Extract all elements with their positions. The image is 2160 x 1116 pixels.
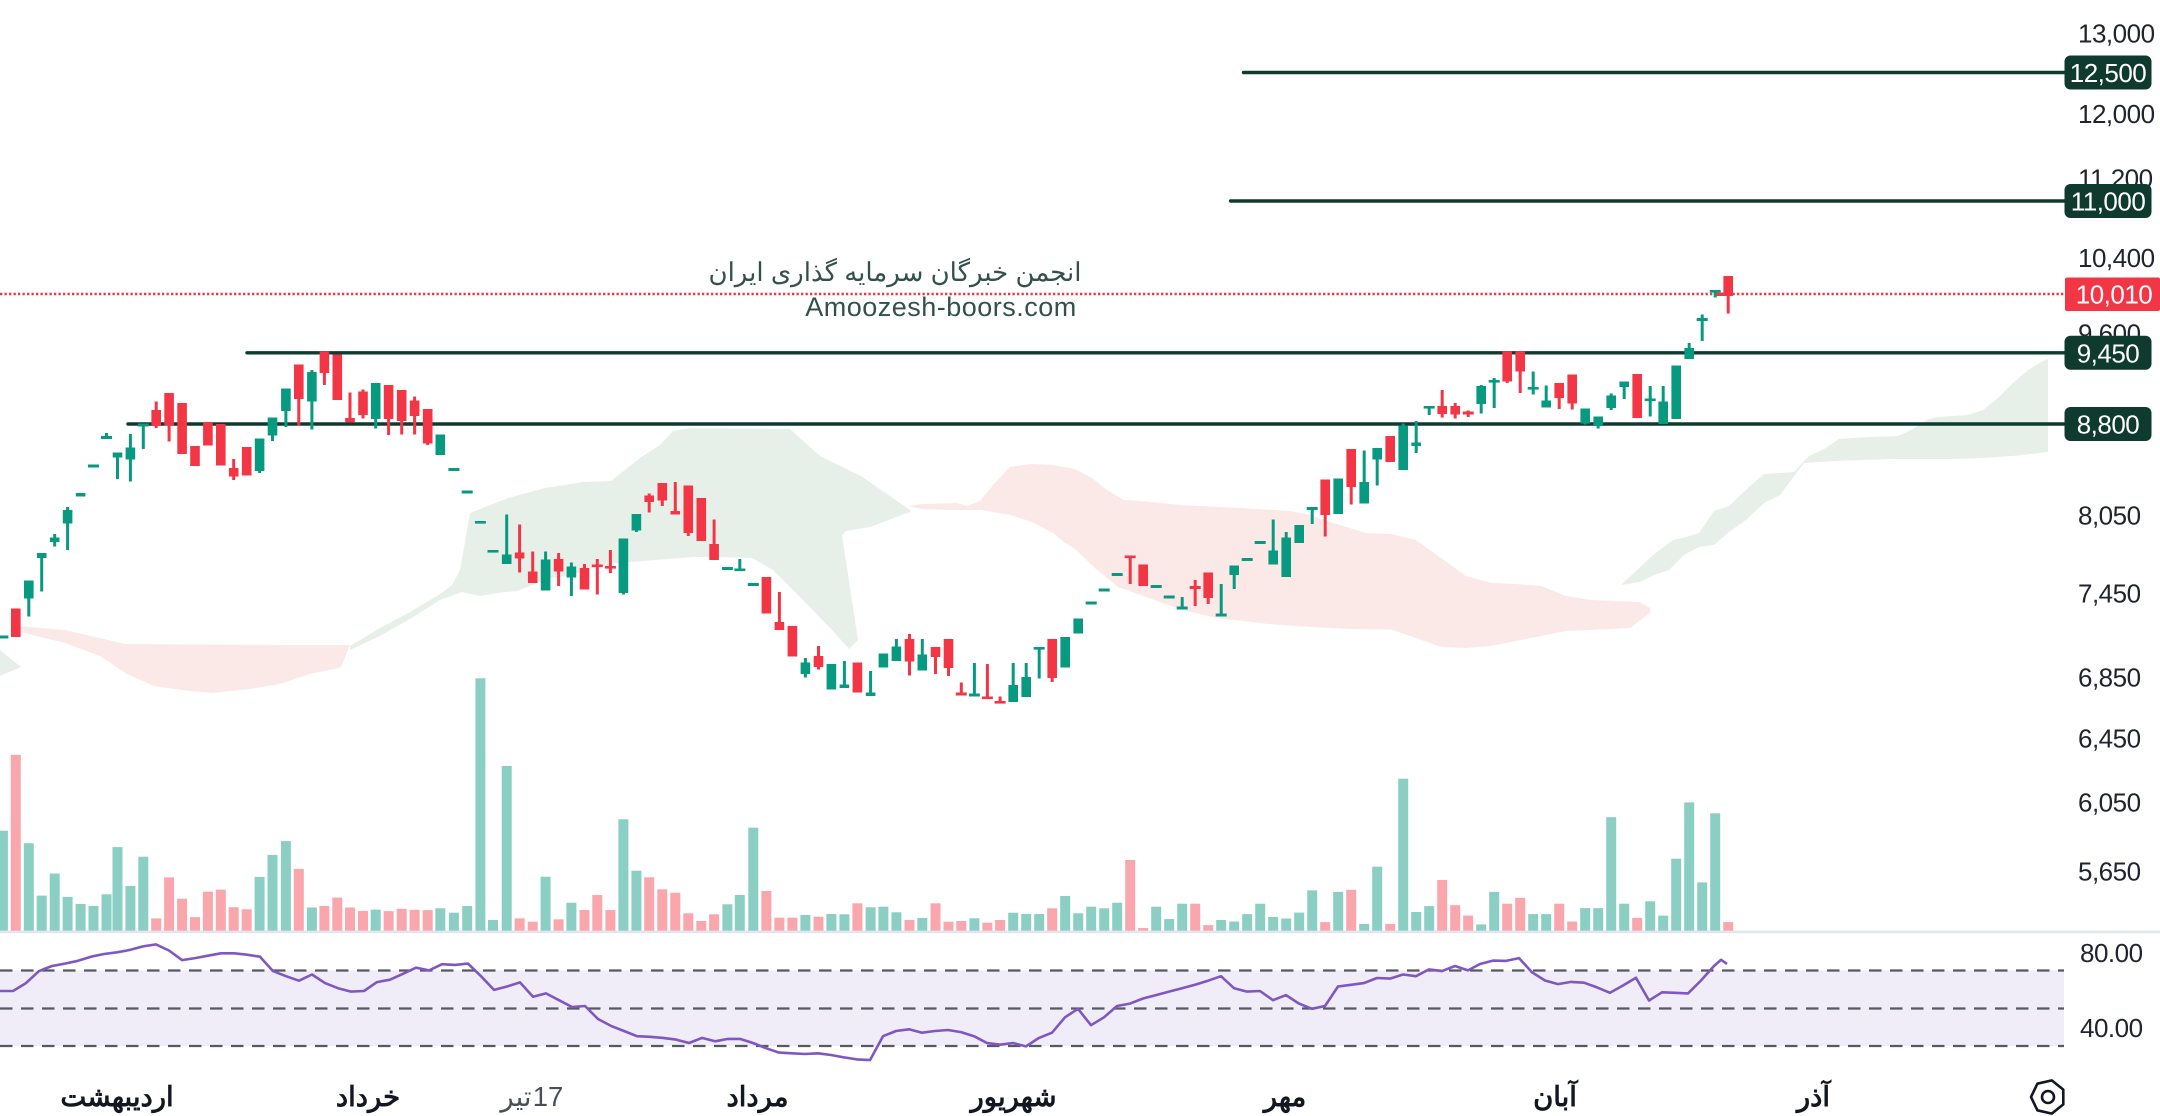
- svg-text:7,450: 7,450: [2078, 579, 2141, 609]
- svg-text:80.00: 80.00: [2080, 938, 2143, 968]
- svg-text:10,400: 10,400: [2078, 243, 2155, 273]
- svg-text:8,800: 8,800: [2077, 410, 2140, 440]
- svg-text:اردیبهشت: اردیبهشت: [60, 1081, 173, 1114]
- svg-text:تیر: تیر: [498, 1081, 531, 1113]
- svg-text:5,650: 5,650: [2078, 857, 2141, 887]
- svg-text:Amoozesh-boors.com: Amoozesh-boors.com: [805, 292, 1077, 322]
- svg-text:انجمن خبرگان سرمایه گذاری ایرا: انجمن خبرگان سرمایه گذاری ایران: [708, 257, 1081, 288]
- svg-text:12,500: 12,500: [2070, 58, 2147, 88]
- svg-text:مرداد: مرداد: [726, 1081, 788, 1114]
- svg-text:آذر: آذر: [1795, 1078, 1833, 1114]
- svg-text:11,000: 11,000: [2071, 187, 2146, 217]
- svg-text:10,010: 10,010: [2076, 280, 2153, 310]
- svg-text:6,850: 6,850: [2078, 663, 2141, 693]
- svg-text:13,000: 13,000: [2078, 19, 2155, 49]
- svg-text:9,450: 9,450: [2077, 338, 2140, 368]
- svg-text:مهر: مهر: [1262, 1081, 1307, 1114]
- svg-text:آبان: آبان: [1533, 1078, 1579, 1112]
- svg-text:8,050: 8,050: [2078, 501, 2141, 531]
- svg-text:12,000: 12,000: [2078, 99, 2155, 129]
- svg-text:شهریور: شهریور: [968, 1081, 1056, 1114]
- svg-text:6,450: 6,450: [2078, 724, 2141, 754]
- svg-text:خرداد: خرداد: [336, 1081, 400, 1114]
- svg-text:6,050: 6,050: [2078, 788, 2141, 818]
- svg-text:17: 17: [533, 1081, 564, 1112]
- svg-text:40.00: 40.00: [2080, 1013, 2143, 1043]
